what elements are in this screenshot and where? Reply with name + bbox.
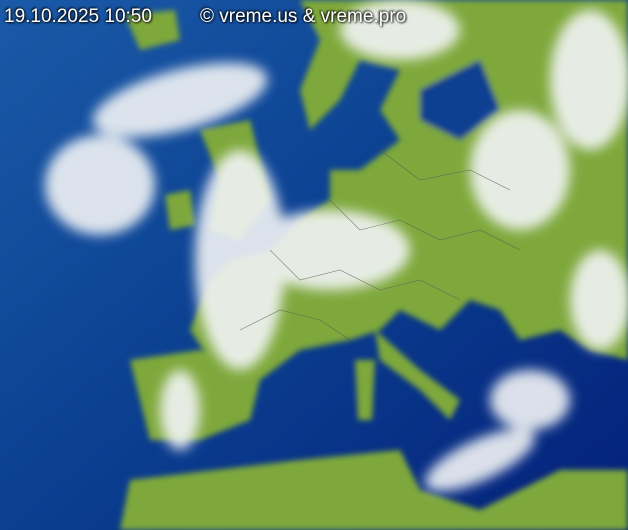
cloud-cover bbox=[45, 0, 628, 492]
country-borders bbox=[239, 149, 521, 341]
copyright-label: © vreme.us & vreme.pro bbox=[200, 6, 407, 27]
timestamp-label: 19.10.2025 10:50 bbox=[4, 6, 152, 27]
